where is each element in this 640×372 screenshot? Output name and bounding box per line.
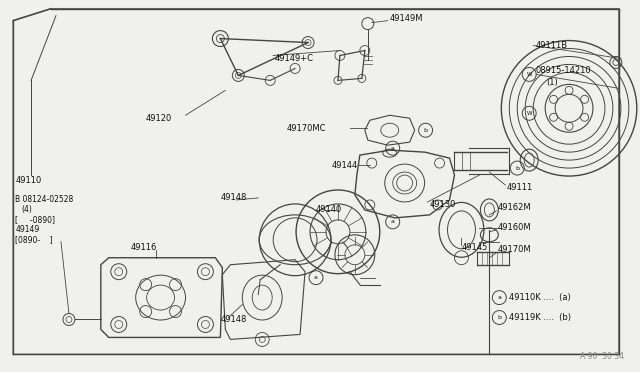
Text: W: W bbox=[527, 111, 532, 116]
Text: 08915-14210: 08915-14210 bbox=[535, 66, 591, 75]
Text: a: a bbox=[314, 275, 318, 280]
Text: 49119K ....  (b): 49119K .... (b) bbox=[509, 313, 572, 322]
Text: 49116: 49116 bbox=[131, 243, 157, 252]
Text: 49111: 49111 bbox=[506, 183, 532, 192]
Text: (1): (1) bbox=[546, 78, 558, 87]
Text: b: b bbox=[515, 166, 519, 171]
Text: (4): (4) bbox=[21, 205, 32, 214]
Text: b: b bbox=[497, 315, 501, 320]
Text: W: W bbox=[527, 72, 532, 77]
Text: A·90  30 34: A·90 30 34 bbox=[580, 352, 624, 361]
Text: b: b bbox=[424, 128, 428, 133]
Text: B 08124-02528: B 08124-02528 bbox=[15, 195, 74, 205]
Text: 49149+C: 49149+C bbox=[274, 54, 313, 63]
Text: 49130: 49130 bbox=[429, 201, 456, 209]
Text: a: a bbox=[497, 295, 501, 300]
Text: 49170M: 49170M bbox=[497, 245, 531, 254]
Text: 49162M: 49162M bbox=[497, 203, 531, 212]
Text: [0890-    ]: [0890- ] bbox=[15, 235, 52, 244]
Text: 49110K ....  (a): 49110K .... (a) bbox=[509, 293, 571, 302]
Text: a: a bbox=[391, 146, 395, 151]
Text: [     -0890]: [ -0890] bbox=[15, 215, 55, 224]
Text: 49145: 49145 bbox=[461, 243, 488, 252]
Text: 49149M: 49149M bbox=[390, 14, 423, 23]
Text: a: a bbox=[391, 219, 395, 224]
Text: 49149: 49149 bbox=[15, 225, 40, 234]
Text: 49140: 49140 bbox=[316, 205, 342, 214]
Text: 49144: 49144 bbox=[332, 161, 358, 170]
Text: 49148: 49148 bbox=[220, 315, 247, 324]
Text: 49170MC: 49170MC bbox=[286, 124, 326, 133]
Text: 49148: 49148 bbox=[220, 193, 247, 202]
Text: 49111B: 49111B bbox=[535, 41, 567, 50]
Text: 49120: 49120 bbox=[146, 114, 172, 123]
Text: 49110: 49110 bbox=[15, 176, 42, 185]
Text: 49160M: 49160M bbox=[497, 223, 531, 232]
